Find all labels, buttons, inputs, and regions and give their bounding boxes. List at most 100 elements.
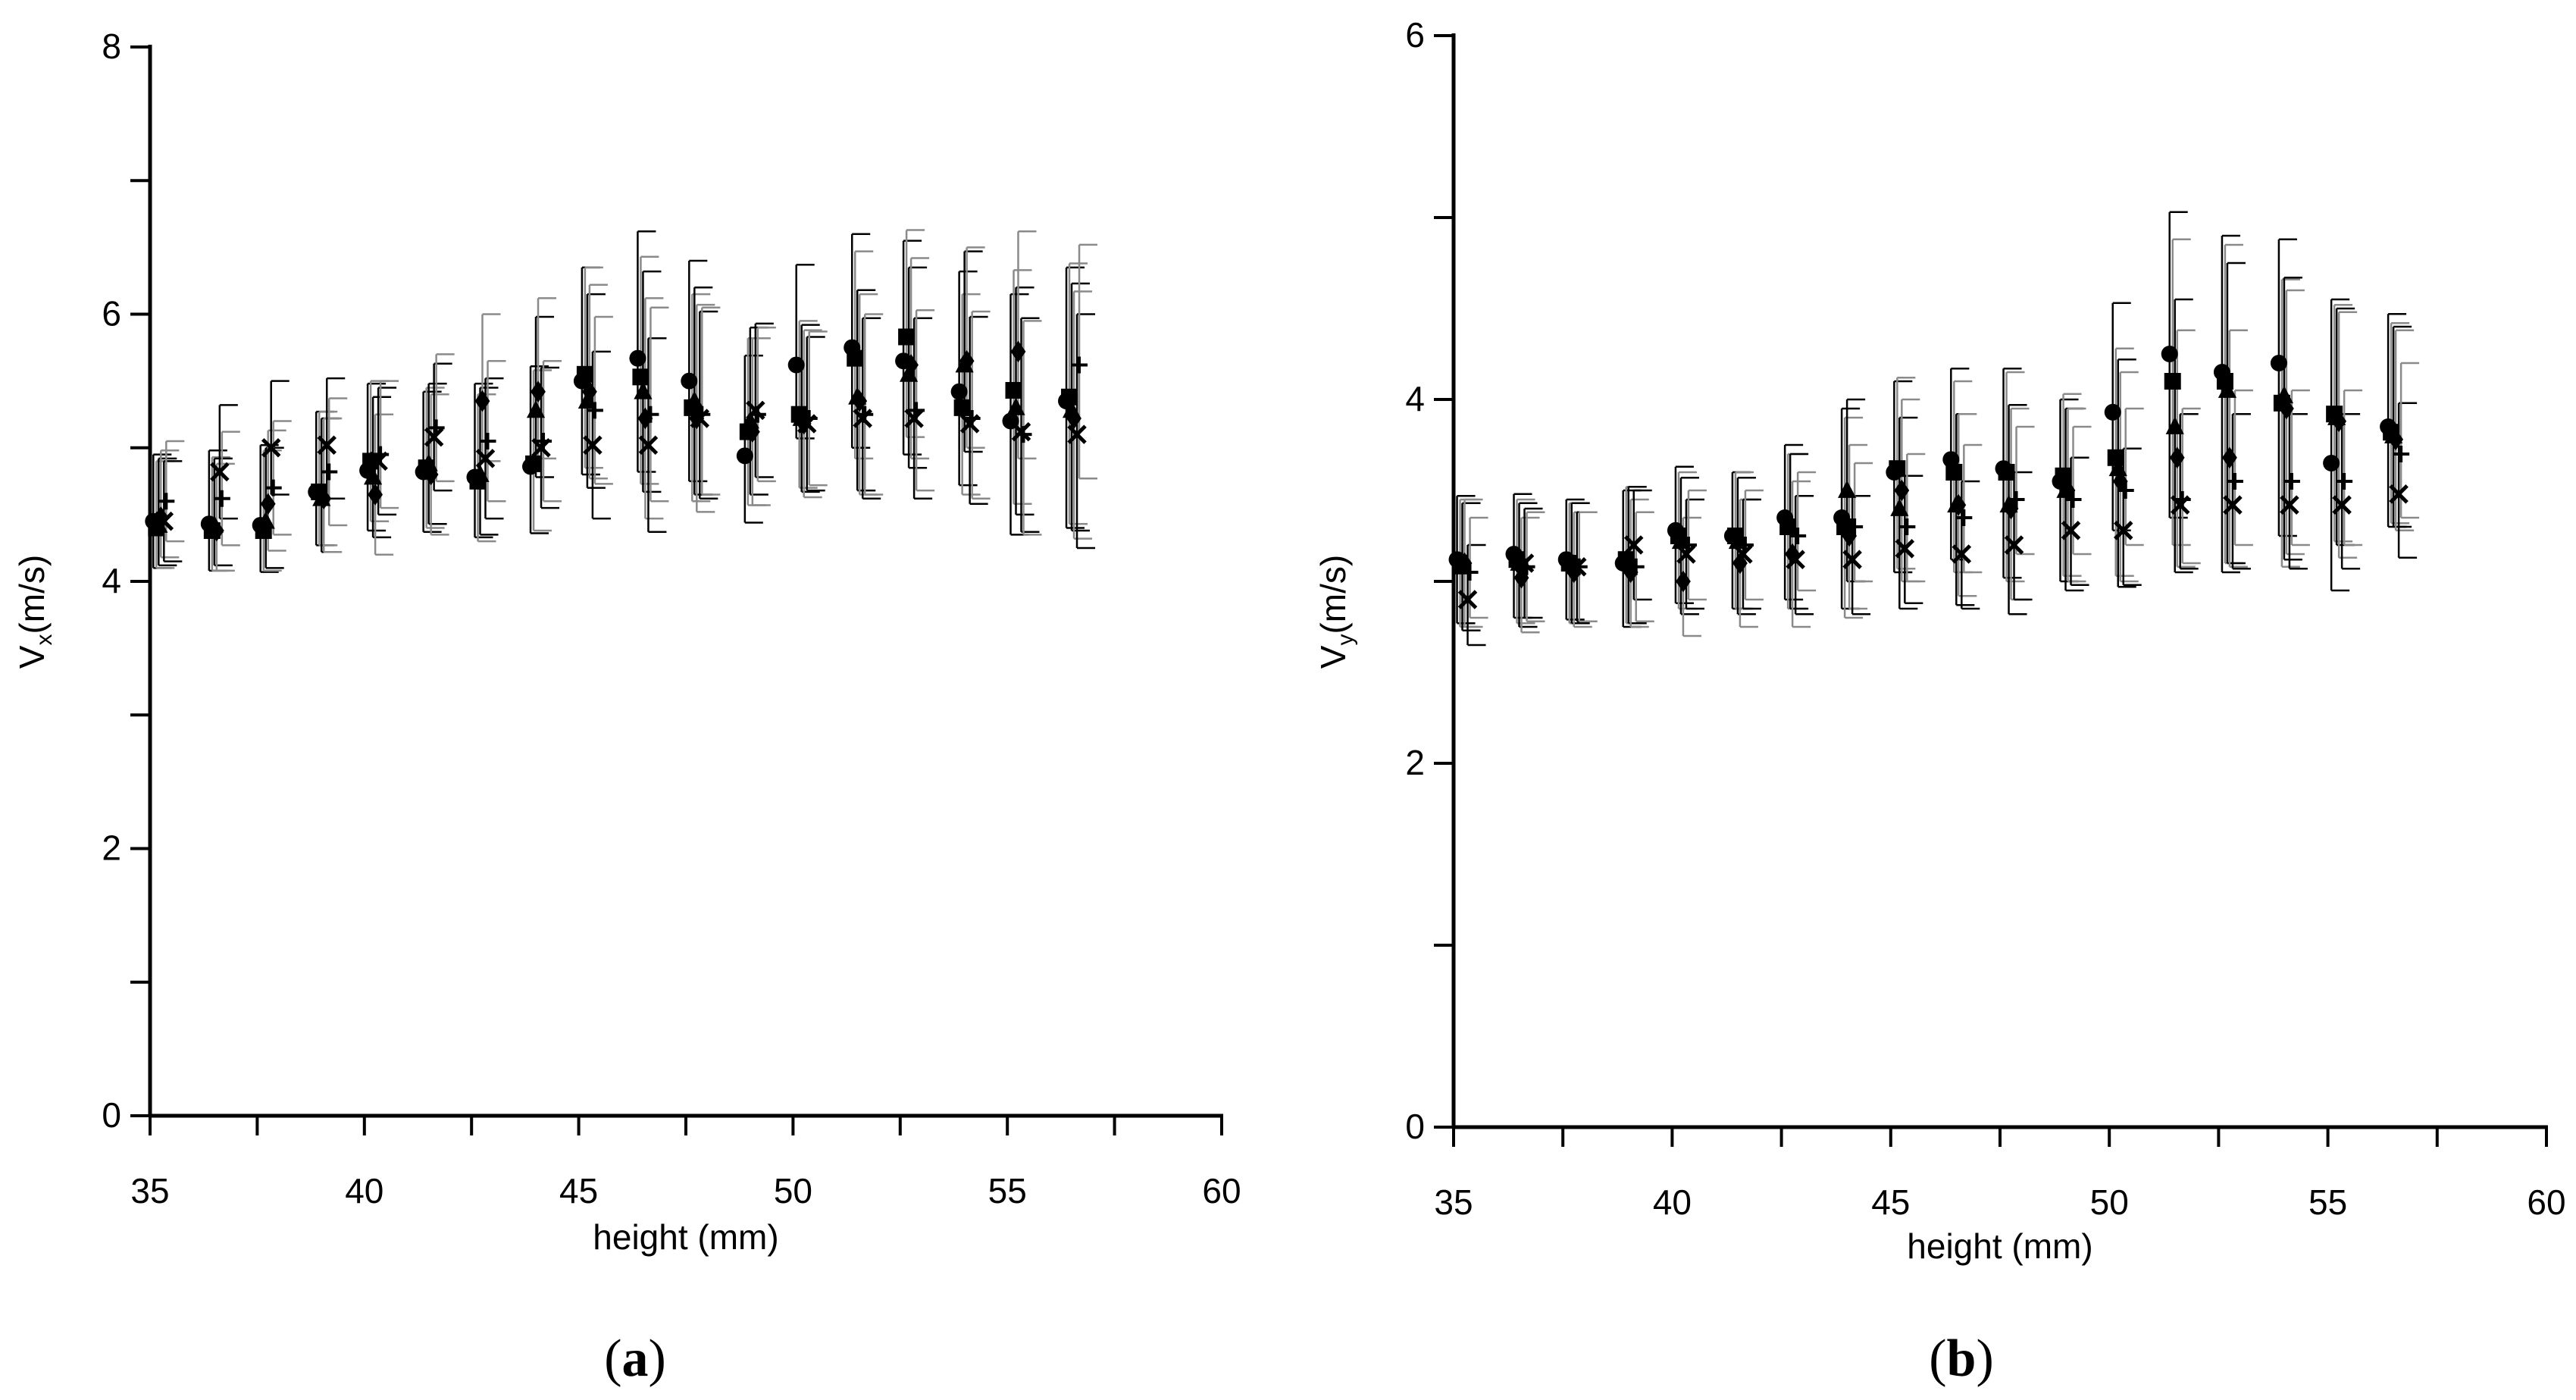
point-plus [1955, 509, 1973, 526]
point-cross [1623, 535, 1644, 555]
y-tick-label: 4 [1405, 379, 1425, 418]
point-triangle [1781, 516, 1800, 534]
series-circle [145, 339, 1075, 534]
point-diamond [1010, 340, 1026, 363]
y-axis-title-symbol: V [12, 645, 52, 669]
point-circle [1942, 451, 1960, 468]
x-tick-label: 55 [988, 1171, 1027, 1211]
point-diamond [1623, 561, 1639, 584]
point-diamond [1842, 525, 1858, 547]
point-cross [2389, 484, 2409, 504]
point-cross [261, 437, 281, 458]
point-diamond [582, 381, 597, 403]
y-tick-label: 6 [102, 294, 121, 334]
point-square [1061, 388, 1078, 406]
y-axis-title: Vy(m/s) [1313, 555, 1358, 669]
x-tick-label: 40 [1653, 1182, 1692, 1222]
point-diamond [423, 463, 439, 486]
point-square [1998, 464, 2015, 481]
y-axis-title-unit: (m/s) [1313, 555, 1353, 634]
point-diamond [2279, 397, 2294, 420]
y-tick-label: 0 [1405, 1107, 1425, 1146]
y-axis-title-unit: (m/s) [12, 555, 52, 634]
point-plus [1015, 426, 1032, 443]
point-square [632, 368, 649, 386]
point-circle [629, 349, 646, 367]
point-circle [681, 372, 698, 390]
point-plus [1736, 537, 1754, 553]
point-triangle [2108, 459, 2127, 477]
point-plus [693, 406, 711, 423]
point-circle [2323, 455, 2340, 471]
point-triangle [1619, 550, 1638, 568]
point-square [2055, 467, 2072, 484]
point-square [953, 399, 971, 416]
series-diamond [153, 340, 1081, 542]
point-diamond [531, 381, 546, 403]
point-triangle [900, 364, 919, 382]
point-plus [1071, 356, 1088, 374]
point-cross [210, 462, 230, 482]
point-plus [1679, 537, 1697, 553]
point-plus [264, 479, 282, 496]
point-plus [908, 402, 925, 419]
point-diamond [796, 412, 812, 435]
point-plus [1570, 558, 1588, 575]
point-diamond [2060, 479, 2076, 502]
series-diamond [1457, 397, 2404, 593]
y-tick-label: 2 [1405, 743, 1425, 782]
y-tick-label: 6 [1405, 15, 1425, 55]
x-tick-label: 45 [1871, 1182, 1910, 1222]
point-square [898, 328, 916, 346]
point-square [576, 365, 593, 383]
panel-label-a: (a) [604, 1330, 666, 1388]
point-cross [2113, 521, 2133, 540]
point-cross [1514, 553, 1535, 573]
x-tick-label: 50 [774, 1171, 812, 1211]
point-diamond [959, 349, 975, 372]
point-cross [1895, 539, 1915, 559]
point-square [2164, 373, 2181, 390]
point-plus [213, 490, 230, 507]
point-plus [2174, 491, 2191, 508]
point-diamond [2112, 470, 2128, 493]
point-circle [2270, 355, 2287, 371]
point-triangle [685, 390, 704, 409]
point-plus [963, 409, 981, 427]
point-diamond [2388, 428, 2404, 451]
point-circle [736, 447, 753, 465]
x-tick-label: 35 [130, 1171, 169, 1211]
point-cross [154, 511, 174, 531]
point-cross [1786, 550, 1805, 569]
point-cross [475, 449, 496, 468]
point-cross [746, 400, 765, 421]
point-cross [690, 409, 710, 428]
point-diamond [368, 484, 383, 506]
point-diamond [1951, 493, 1967, 516]
point-circle [2104, 403, 2121, 421]
point-diamond [2222, 446, 2237, 469]
point-plus [1461, 564, 1479, 581]
x-axis-title: height (mm) [1907, 1226, 2092, 1266]
y-tick-label: 8 [102, 27, 121, 66]
y-axis-title: Vx(m/s) [12, 555, 57, 669]
point-diamond [2331, 410, 2347, 433]
point-cross [583, 435, 603, 455]
series-circle [1448, 346, 2397, 572]
point-square [1005, 381, 1022, 399]
point-triangle [419, 453, 438, 471]
point-cross [1676, 544, 1696, 564]
point-plus [535, 432, 552, 449]
point-plus [2226, 473, 2243, 490]
point-plus [586, 402, 603, 419]
point-diamond [744, 421, 760, 443]
point-plus [2008, 491, 2025, 508]
point-cross [317, 435, 337, 455]
point-triangle [471, 464, 490, 482]
y-axis-title-subscript: x [32, 634, 57, 646]
point-circle [2161, 346, 2178, 362]
point-diamond [316, 487, 332, 510]
point-plus [2393, 446, 2410, 462]
x-tick-label: 60 [1202, 1171, 1241, 1211]
point-cross [2280, 495, 2299, 515]
